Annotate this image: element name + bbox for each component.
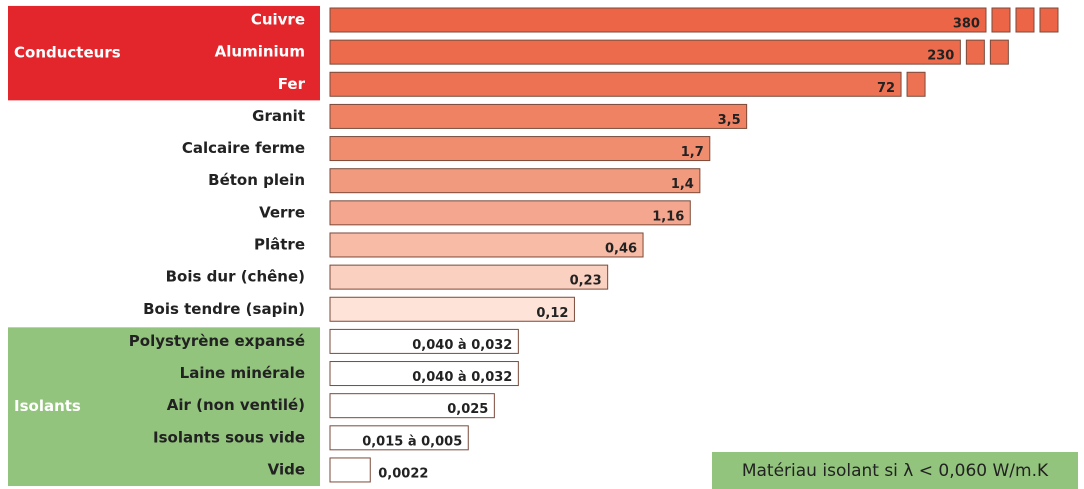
category-label: Air (non ventilé) bbox=[167, 396, 305, 414]
group-label: Conducteurs bbox=[14, 44, 121, 62]
value-label: 0,23 bbox=[570, 274, 602, 289]
category-label: Béton plein bbox=[208, 171, 305, 189]
bar bbox=[329, 457, 371, 483]
category-label: Cuivre bbox=[251, 11, 305, 29]
annotation: Matériau isolant si λ < 0,060 W/m.K bbox=[742, 461, 1049, 481]
group-label: Isolants bbox=[14, 397, 81, 415]
bar bbox=[329, 200, 691, 226]
bar bbox=[329, 7, 987, 33]
annotation-box bbox=[712, 452, 1078, 489]
bar bbox=[329, 39, 961, 65]
category-label: Verre bbox=[259, 203, 305, 221]
value-label: 1,7 bbox=[681, 145, 704, 160]
bar bbox=[329, 361, 519, 387]
category-label: Granit bbox=[252, 107, 305, 125]
value-label: 0,025 bbox=[447, 402, 488, 417]
value-label: 230 bbox=[927, 49, 954, 64]
bar bbox=[329, 393, 495, 419]
category-label: Bois tendre (sapin) bbox=[143, 300, 305, 318]
bar bbox=[329, 103, 748, 129]
bar bbox=[329, 168, 701, 194]
bar bbox=[329, 71, 902, 97]
category-label: Bois dur (chêne) bbox=[166, 268, 305, 286]
bar bbox=[329, 264, 609, 290]
value-label: 3,5 bbox=[718, 113, 741, 128]
category-label: Polystyrène expansé bbox=[129, 332, 305, 350]
bar bbox=[329, 136, 711, 162]
category-label: Laine minérale bbox=[180, 364, 305, 382]
bar bbox=[329, 425, 469, 451]
group-box bbox=[8, 327, 320, 487]
value-label: 0,12 bbox=[536, 306, 568, 321]
break-mark bbox=[1015, 7, 1035, 33]
category-label: Plâtre bbox=[254, 235, 305, 253]
value-label: 0,46 bbox=[605, 241, 637, 256]
bar bbox=[329, 296, 575, 322]
break-mark bbox=[965, 39, 985, 65]
group-box bbox=[8, 5, 320, 101]
value-label: 0,015 à 0,005 bbox=[362, 434, 462, 449]
value-label: 1,16 bbox=[652, 209, 684, 224]
break-mark bbox=[906, 71, 926, 97]
break-mark bbox=[1039, 7, 1059, 33]
category-label: Vide bbox=[268, 460, 305, 478]
bar bbox=[329, 328, 519, 354]
category-label: Isolants sous vide bbox=[153, 428, 305, 446]
value-label: 380 bbox=[953, 17, 980, 32]
value-label: 1,4 bbox=[671, 177, 694, 192]
category-label: Fer bbox=[278, 75, 306, 93]
value-label: 0,0022 bbox=[378, 466, 428, 481]
bar bbox=[329, 232, 644, 258]
value-label: 72 bbox=[877, 81, 895, 96]
category-label: Calcaire ferme bbox=[182, 139, 305, 157]
break-mark bbox=[989, 39, 1009, 65]
value-label: 0,040 à 0,032 bbox=[412, 338, 512, 353]
value-label: 0,040 à 0,032 bbox=[412, 370, 512, 385]
category-label: Aluminium bbox=[215, 43, 305, 61]
break-mark bbox=[991, 7, 1011, 33]
